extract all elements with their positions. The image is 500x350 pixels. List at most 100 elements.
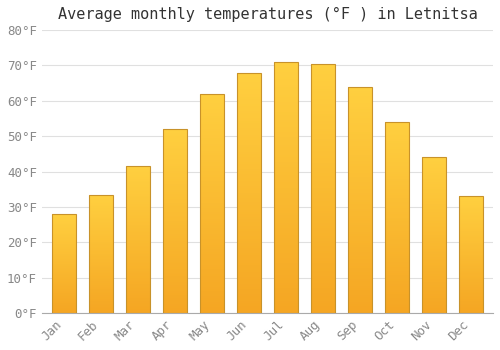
Bar xyxy=(237,142,261,145)
Bar xyxy=(459,253,483,255)
Bar xyxy=(274,298,298,301)
Bar xyxy=(459,312,483,313)
Bar xyxy=(237,174,261,176)
Bar xyxy=(52,294,76,295)
Bar xyxy=(200,94,224,96)
Bar xyxy=(459,259,483,260)
Bar xyxy=(348,259,372,261)
Bar xyxy=(459,248,483,249)
Bar xyxy=(274,197,298,200)
Bar xyxy=(348,261,372,263)
Bar xyxy=(385,151,409,153)
Bar xyxy=(126,215,150,216)
Bar xyxy=(422,241,446,243)
Bar xyxy=(385,181,409,183)
Bar xyxy=(89,198,113,199)
Bar xyxy=(459,263,483,264)
Bar xyxy=(385,296,409,298)
Bar xyxy=(385,147,409,149)
Bar xyxy=(89,256,113,257)
Bar xyxy=(89,196,113,197)
Bar xyxy=(385,155,409,156)
Bar xyxy=(422,223,446,224)
Bar xyxy=(422,178,446,179)
Bar xyxy=(348,220,372,223)
Bar xyxy=(200,208,224,210)
Bar xyxy=(52,300,76,301)
Bar xyxy=(200,188,224,190)
Bar xyxy=(422,284,446,285)
Bar xyxy=(459,260,483,262)
Bar xyxy=(89,282,113,284)
Bar xyxy=(52,217,76,218)
Bar xyxy=(422,193,446,195)
Bar xyxy=(52,286,76,287)
Bar xyxy=(163,264,187,265)
Bar xyxy=(89,266,113,267)
Bar xyxy=(459,304,483,305)
Bar xyxy=(237,106,261,108)
Bar xyxy=(459,257,483,258)
Bar xyxy=(126,166,150,168)
Bar xyxy=(459,244,483,245)
Bar xyxy=(274,160,298,162)
Bar xyxy=(163,151,187,153)
Bar xyxy=(311,151,335,153)
Bar xyxy=(348,223,372,225)
Bar xyxy=(422,271,446,273)
Bar xyxy=(52,285,76,286)
Bar xyxy=(163,206,187,208)
Bar xyxy=(311,258,335,261)
Bar xyxy=(126,275,150,276)
Bar xyxy=(459,294,483,296)
Bar xyxy=(52,284,76,285)
Bar xyxy=(422,206,446,207)
Bar xyxy=(163,287,187,289)
Bar xyxy=(52,246,76,247)
Bar xyxy=(89,204,113,205)
Bar xyxy=(422,248,446,249)
Bar xyxy=(348,136,372,139)
Bar xyxy=(163,197,187,199)
Bar xyxy=(237,311,261,313)
Bar xyxy=(422,176,446,178)
Bar xyxy=(311,136,335,139)
Bar xyxy=(348,195,372,198)
Bar xyxy=(274,301,298,303)
Bar xyxy=(311,108,335,111)
Bar xyxy=(52,238,76,239)
Bar xyxy=(348,132,372,134)
Bar xyxy=(459,239,483,241)
Bar xyxy=(89,296,113,298)
Bar xyxy=(163,149,187,151)
Bar xyxy=(89,260,113,261)
Bar xyxy=(237,195,261,198)
Bar xyxy=(311,201,335,203)
Bar xyxy=(422,249,446,251)
Bar xyxy=(274,127,298,130)
Bar xyxy=(385,185,409,187)
Bar xyxy=(126,244,150,246)
Bar xyxy=(89,276,113,278)
Bar xyxy=(200,271,224,274)
Bar xyxy=(385,132,409,133)
Bar xyxy=(348,87,372,313)
Bar xyxy=(237,308,261,311)
Bar xyxy=(274,308,298,310)
Bar xyxy=(163,181,187,182)
Bar xyxy=(348,306,372,309)
Bar xyxy=(385,135,409,137)
Bar xyxy=(348,107,372,109)
Bar xyxy=(237,299,261,301)
Bar xyxy=(237,226,261,229)
Bar xyxy=(459,272,483,273)
Bar xyxy=(311,286,335,288)
Bar xyxy=(200,166,224,168)
Bar xyxy=(274,94,298,97)
Bar xyxy=(274,62,298,313)
Bar xyxy=(163,203,187,204)
Bar xyxy=(274,273,298,275)
Bar xyxy=(274,208,298,210)
Bar xyxy=(200,219,224,221)
Bar xyxy=(385,246,409,248)
